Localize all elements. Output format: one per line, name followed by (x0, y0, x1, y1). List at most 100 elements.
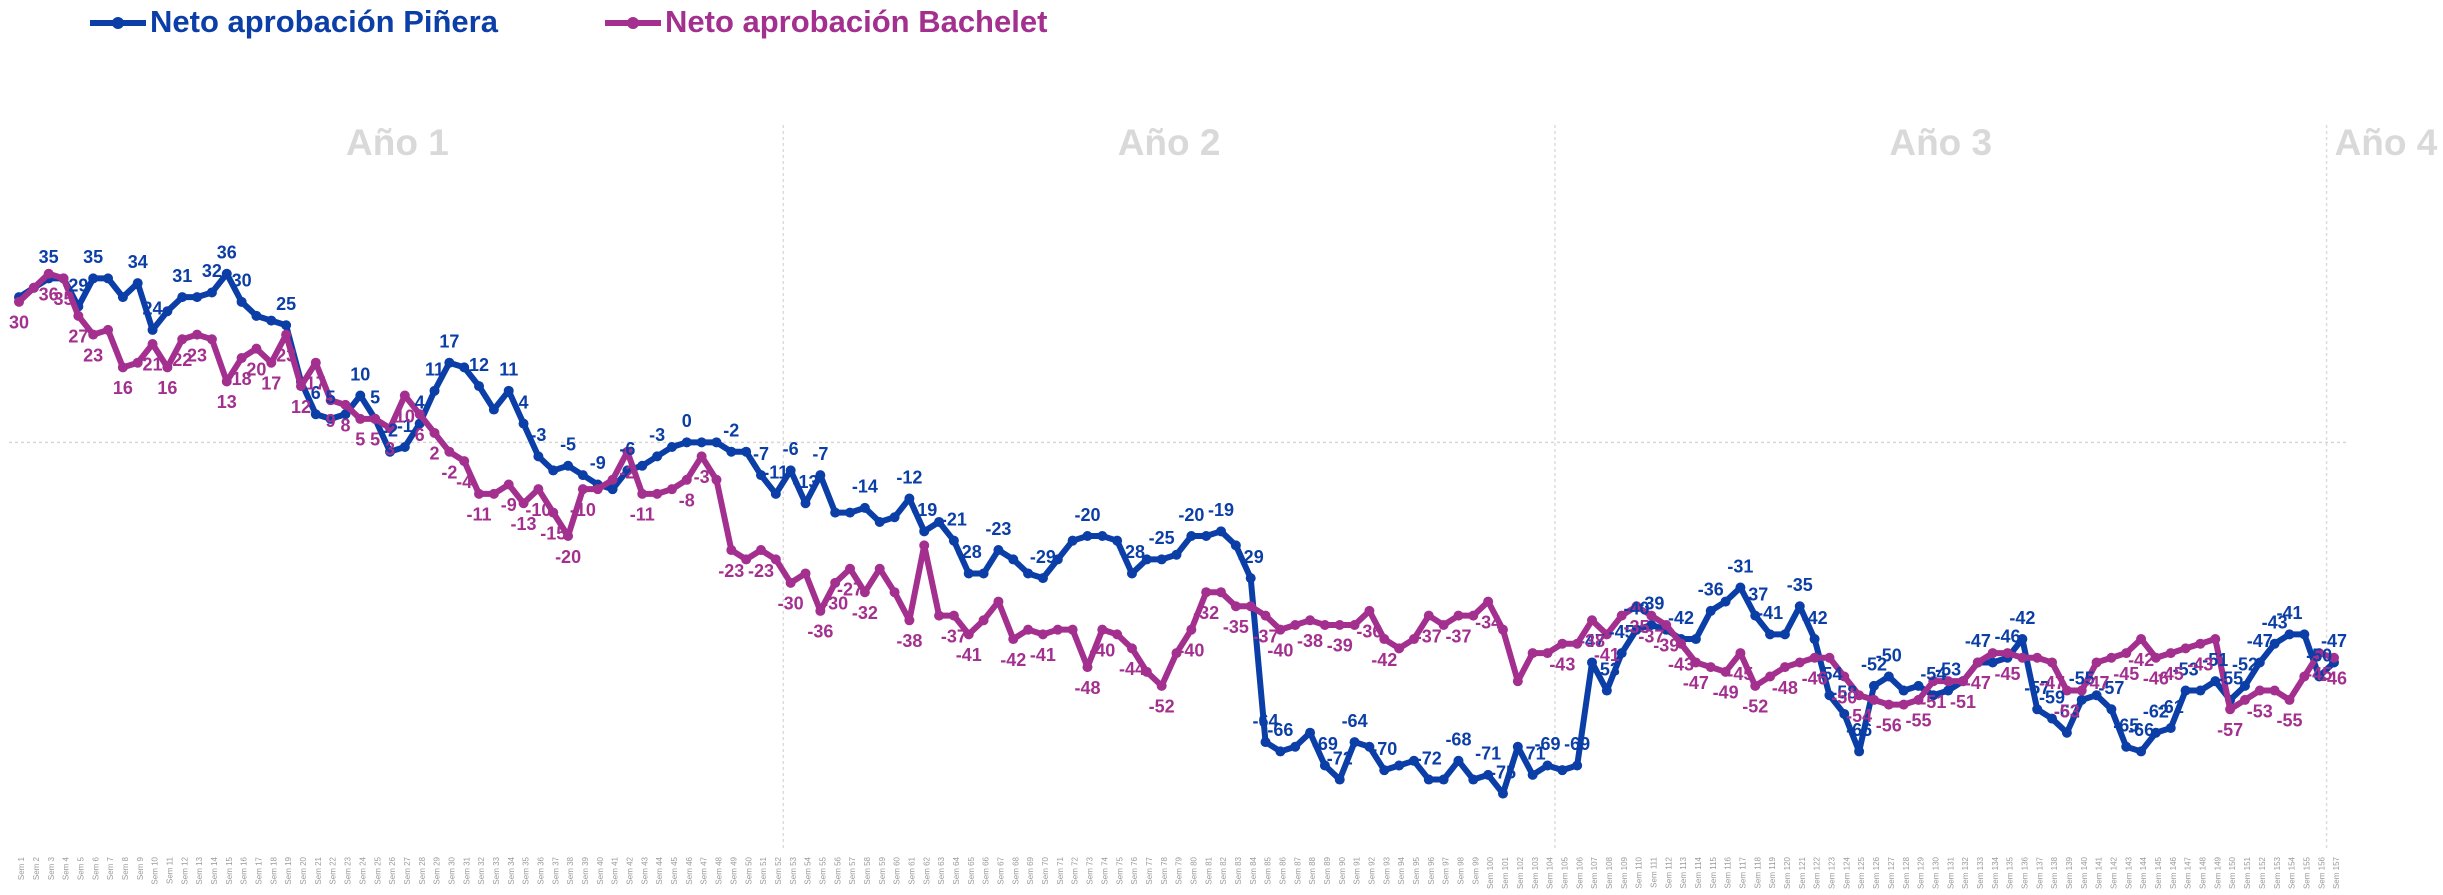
data-label: -42 (2128, 650, 2154, 670)
data-label: -23 (748, 561, 774, 581)
x-tick-label: Sem 113 (1679, 856, 1688, 888)
marker (963, 629, 974, 640)
marker (2091, 657, 2102, 668)
marker (726, 446, 737, 457)
marker (815, 605, 826, 616)
marker (2136, 746, 2147, 757)
marker (1334, 774, 1345, 785)
data-label: -38 (1579, 631, 1605, 651)
data-label: 29 (68, 275, 88, 295)
data-label: 4 (519, 392, 529, 412)
data-label: 4 (415, 392, 425, 412)
marker (2061, 727, 2072, 738)
data-label: -69 (1564, 734, 1590, 754)
x-tick-label: Sem 62 (922, 856, 931, 884)
x-tick-label: Sem 105 (1560, 856, 1569, 889)
data-label: -53 (2173, 659, 2199, 679)
x-tick-label: Sem 41 (611, 856, 620, 884)
data-label: -43 (2262, 612, 2288, 632)
marker (103, 273, 114, 284)
marker (1913, 694, 1924, 705)
data-label: -42 (1371, 650, 1397, 670)
marker (192, 292, 203, 303)
data-label: -66 (1846, 720, 1872, 740)
data-label: -64 (1253, 711, 1279, 731)
marker (755, 470, 766, 481)
marker (785, 577, 796, 588)
x-tick-label: Sem 102 (1516, 856, 1525, 889)
data-label: 10 (350, 364, 370, 384)
data-label: 32 (202, 261, 222, 281)
x-tick-label: Sem 117 (1739, 856, 1748, 888)
data-label: -7 (753, 444, 769, 464)
data-label: 35 (83, 247, 103, 267)
data-label: -70 (1371, 739, 1397, 759)
marker (1186, 531, 1197, 541)
marker (1616, 648, 1627, 659)
marker (1765, 671, 1776, 682)
data-label: -29 (1238, 547, 1264, 567)
marker (2165, 648, 2176, 659)
data-label: -13 (792, 472, 818, 492)
marker (1735, 582, 1746, 593)
data-label: -46 (2143, 669, 2169, 689)
data-label: 25 (276, 294, 296, 314)
x-tick-label: Sem 116 (1724, 856, 1733, 888)
marker (1216, 526, 1227, 537)
data-label: -45 (1995, 664, 2021, 684)
marker (177, 334, 188, 345)
data-label: -44 (1119, 659, 1145, 679)
marker (2210, 676, 2221, 687)
year-label: Año 4 (2335, 122, 2438, 163)
marker (310, 409, 321, 420)
data-label: -59 (2039, 687, 2065, 707)
x-tick-label: Sem 124 (1842, 856, 1851, 889)
marker (2091, 690, 2102, 701)
data-label: -51 (1920, 692, 1946, 712)
data-label: -62 (2143, 701, 2169, 721)
marker (1705, 662, 1716, 673)
data-label: -40 (1267, 640, 1293, 660)
x-tick-label: Sem 61 (907, 856, 916, 884)
data-label: -7 (812, 444, 828, 464)
data-label: 9 (326, 411, 336, 431)
marker (2314, 648, 2325, 659)
x-tick-label: Sem 87 (1293, 856, 1302, 884)
data-label: -71 (1520, 744, 1546, 764)
data-label: 11 (425, 360, 444, 380)
x-tick-label: Sem 147 (2184, 856, 2193, 889)
data-label: -2 (619, 462, 635, 482)
marker (1483, 596, 1494, 607)
data-label: 23 (276, 345, 296, 365)
marker (2032, 652, 2043, 663)
marker (1201, 531, 1212, 541)
marker (488, 404, 499, 415)
x-tick-label: Sem 140 (2080, 856, 2089, 889)
x-tick-label: Sem 89 (1323, 856, 1332, 884)
data-label: -3 (694, 467, 710, 487)
marker (800, 498, 811, 509)
data-label: -47 (2039, 673, 2065, 693)
data-label: 36 (217, 242, 237, 262)
x-tick-label: Sem 74 (1100, 856, 1109, 884)
marker (2165, 723, 2176, 734)
x-tick-label: Sem 141 (2095, 856, 2104, 889)
data-label: -19 (1208, 500, 1234, 520)
x-tick-label: Sem 84 (1249, 856, 1258, 884)
marker (815, 470, 826, 481)
x-tick-label: Sem 66 (982, 856, 991, 884)
x-tick-label: Sem 103 (1531, 856, 1540, 889)
marker (2254, 685, 2265, 696)
marker (73, 310, 84, 321)
marker (1141, 666, 1152, 677)
marker (1557, 638, 1568, 649)
marker (474, 381, 485, 392)
x-tick-label: Sem 1 (17, 856, 26, 880)
x-tick-label: Sem 34 (507, 856, 516, 884)
marker (488, 488, 499, 499)
marker (1379, 765, 1390, 776)
x-tick-label: Sem 149 (2213, 856, 2222, 889)
marker (830, 577, 841, 588)
marker (429, 385, 440, 396)
